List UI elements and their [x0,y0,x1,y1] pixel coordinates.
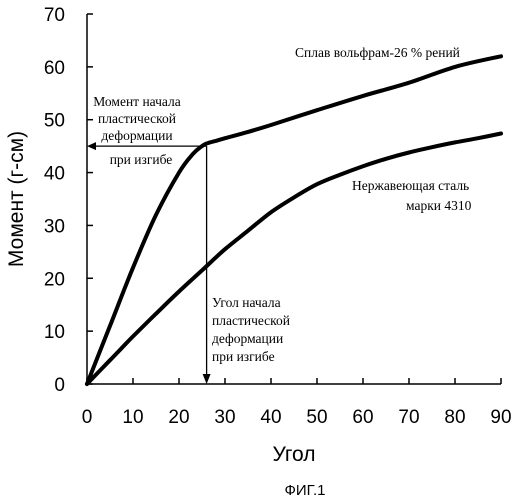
x-tick-label: 20 [168,407,189,428]
series-label-2: Нержавеющая сталь марки 4310 [352,178,472,213]
y-tick-label: 50 [44,111,65,132]
x-tick-label: 30 [214,407,235,428]
x-tick-label: 40 [260,407,281,428]
moment-annotation-line-3: деформации [101,128,172,143]
y-tick-label: 40 [44,164,65,185]
angle-annotation-line-4: при изгибе [212,349,275,364]
y-ticks: 0 10 20 30 40 50 60 70 [44,5,93,396]
x-tick-label: 50 [306,407,327,428]
y-tick-label: 60 [44,58,65,79]
y-tick-label: 20 [44,269,65,290]
y-tick-label: 10 [44,322,65,343]
angle-annotation-line-1: Угол начала [212,295,281,310]
angle-annotation: Угол начала пластической деформации при … [212,295,290,364]
series-label-2-line-1: Нержавеющая сталь [352,178,469,193]
x-tick-label: 60 [352,407,373,428]
moment-annotation: Момент начала пластической деформации пр… [93,94,181,167]
angle-annotation-line-2: пластической [212,313,290,328]
moment-arrowhead [87,142,96,150]
x-tick-label: 10 [122,407,143,428]
series-label-2-line-2: марки 4310 [406,198,472,213]
y-axis-title: Момент (г-см) [5,131,28,267]
x-tick-label: 90 [490,407,511,428]
y-tick-label: 70 [44,5,65,26]
figure-caption: ФИГ.1 [285,482,326,499]
annotation-arrows [87,142,211,384]
x-tick-label: 80 [444,407,465,428]
y-tick-label: 0 [54,375,65,396]
x-tick-label: 70 [398,407,419,428]
y-tick-label: 30 [44,216,65,237]
moment-annotation-line-4: при изгибе [110,152,173,167]
x-tick-label: 0 [82,407,93,428]
moment-annotation-line-1: Момент начала [93,94,181,109]
x-ticks: 0 10 20 30 40 50 60 70 80 90 [82,378,512,428]
x-axis-title: Угол [272,443,315,466]
series-stainless-steel-line [87,134,501,385]
moment-annotation-line-2: пластической [98,111,176,126]
angle-annotation-line-3: деформации [212,331,283,346]
series-label-1-line-1: Сплав вольфрам-26 % рений [295,45,460,60]
series-label-1: Сплав вольфрам-26 % рений [295,45,460,60]
angle-arrowhead [203,374,211,384]
